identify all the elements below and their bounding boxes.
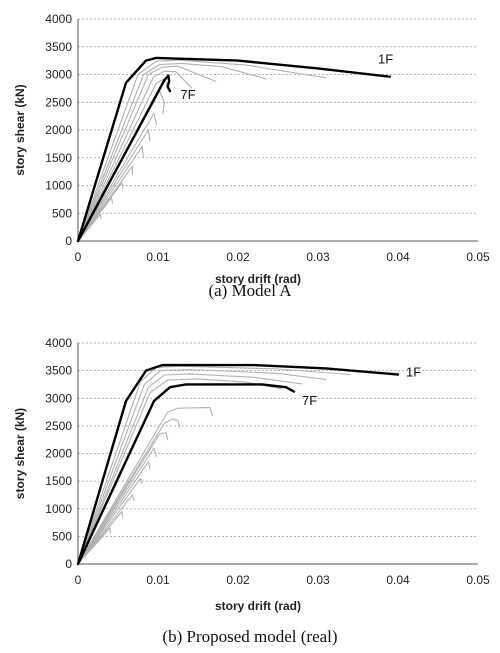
series-line (77, 62, 267, 242)
x-tick-label: 0.02 (226, 250, 250, 264)
x-tick-label: 0.03 (306, 250, 330, 264)
curve-label: 1F (406, 365, 421, 380)
y-tick-label: 1500 (45, 474, 72, 488)
series-line (77, 431, 169, 565)
series-line (77, 527, 112, 565)
figure-caption: (b) Proposed model (real) (162, 627, 337, 646)
y-tick-label: 3000 (45, 68, 72, 82)
series-line (77, 129, 151, 242)
series-line (77, 213, 102, 242)
y-tick-label: 0 (65, 557, 72, 571)
y-tick-label: 500 (52, 529, 72, 543)
x-axis-title: story drift (rad) (215, 599, 301, 613)
y-axis-title: story shear (kN) (13, 408, 27, 499)
series-line (77, 70, 193, 242)
x-tick-label: 0.01 (146, 250, 170, 264)
curve-label: 7F (302, 393, 317, 408)
series-line (77, 197, 113, 242)
figure-caption: (a) Model A (208, 281, 292, 300)
series-line (77, 510, 124, 565)
y-tick-label: 2500 (45, 95, 72, 109)
x-tick-label: 0.03 (306, 573, 330, 587)
x-tick-label: 0.01 (146, 573, 170, 587)
series-line (77, 407, 213, 565)
series-line (76, 74, 172, 243)
y-tick-label: 3500 (45, 364, 72, 378)
series-line (77, 418, 181, 565)
series-line (77, 373, 303, 565)
y-tick-label: 1500 (45, 151, 72, 165)
y-tick-label: 0 (65, 234, 72, 248)
curve-label: 7F (180, 87, 195, 102)
series-line (76, 363, 400, 566)
series-line (77, 146, 145, 242)
y-tick-label: 1000 (45, 179, 72, 193)
series-line (77, 447, 157, 565)
series-line (77, 461, 151, 565)
x-tick-label: 0.05 (466, 573, 490, 587)
x-tick-label: 0.04 (386, 250, 410, 264)
series-line (77, 112, 157, 242)
curve-label: 1F (378, 51, 393, 66)
series-line (77, 165, 133, 242)
x-tick-label: 0.04 (386, 573, 410, 587)
y-axis-title: story shear (kN) (13, 84, 27, 175)
series-line (77, 365, 351, 565)
y-tick-label: 1000 (45, 502, 72, 516)
series-line (76, 56, 392, 243)
y-tick-label: 3000 (45, 391, 72, 405)
y-tick-label: 4000 (45, 336, 72, 350)
y-tick-label: 500 (52, 206, 72, 220)
x-tick-label: 0 (75, 573, 82, 587)
y-tick-label: 3500 (45, 40, 72, 54)
series-line (77, 368, 327, 565)
series-line (77, 477, 143, 565)
series-line (77, 494, 135, 565)
y-tick-label: 2000 (45, 123, 72, 137)
x-tick-label: 0 (75, 250, 82, 264)
x-axis-title: story drift (rad) (215, 272, 301, 286)
series-line (77, 65, 217, 242)
x-tick-label: 0.05 (466, 250, 490, 264)
y-tick-label: 2000 (45, 447, 72, 461)
chart-panel-a: 0 500 1000 1500 2000 2500 3000 3500 4000 0 0.01 0.0… (13, 12, 490, 300)
y-tick-label: 2500 (45, 419, 72, 433)
chart-panel-b: 0 500 1000 1500 2000 2500 3000 3500 4000 0 0.01 0.0… (13, 336, 490, 646)
y-tick-label: 4000 (45, 12, 72, 26)
series-line (76, 383, 296, 566)
series-line (77, 59, 327, 242)
x-tick-label: 0.02 (226, 573, 250, 587)
